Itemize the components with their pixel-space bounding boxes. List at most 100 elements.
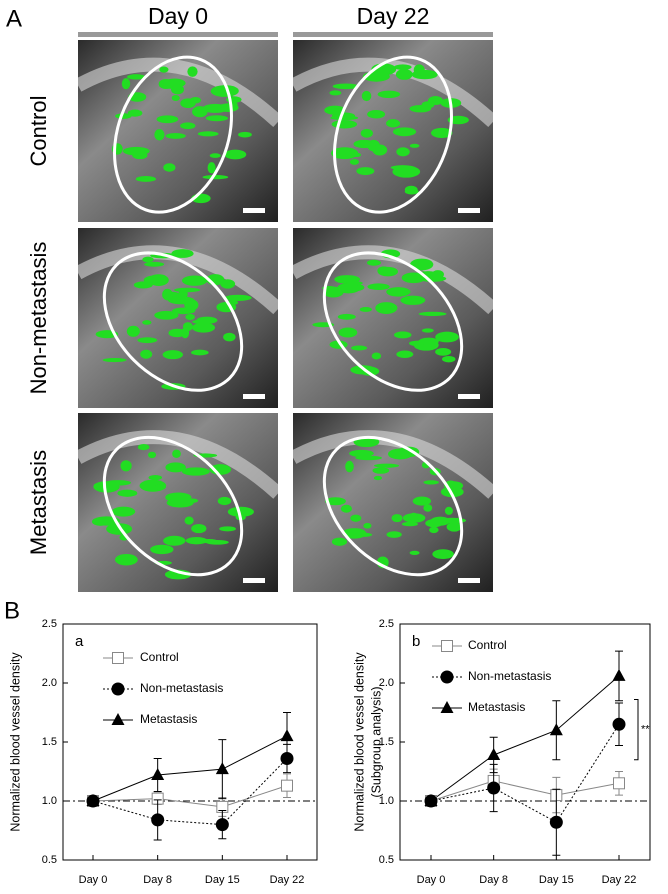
- series-line: [430, 780, 620, 802]
- flow-signal: [142, 256, 154, 263]
- marker: [112, 652, 124, 664]
- flow-signal: [366, 259, 381, 266]
- series-line: [92, 785, 288, 808]
- tumor-outline: [102, 251, 244, 392]
- flow-signal: [340, 504, 352, 513]
- flow-signal: [331, 537, 348, 546]
- flow-signal: [133, 281, 153, 289]
- ultrasound-image: [293, 413, 493, 592]
- marker: [86, 794, 100, 806]
- y-tick-label: 1.5: [379, 736, 394, 748]
- flow-signal: [409, 512, 418, 522]
- flow-signal: [390, 165, 415, 170]
- flow-signal: [165, 462, 186, 473]
- marker: [111, 682, 125, 696]
- flow-signal: [91, 517, 109, 526]
- flow-signal: [167, 296, 195, 305]
- flow-signal: [127, 109, 143, 117]
- x-tick-label: Day 8: [143, 874, 172, 886]
- x-tick-label: Day 22: [602, 874, 637, 886]
- y-tick-label: 1.0: [379, 795, 394, 807]
- flow-signal: [338, 327, 358, 338]
- marker: [151, 768, 165, 781]
- flow-signal: [171, 95, 180, 101]
- flow-signal: [371, 352, 382, 360]
- flow-signal: [132, 151, 148, 160]
- flow-signal: [202, 103, 228, 113]
- flow-signal: [154, 310, 179, 320]
- y-tick-label: 0.5: [379, 854, 394, 866]
- flow-signal: [192, 106, 208, 118]
- flow-signal: [223, 332, 236, 342]
- marker: [440, 670, 454, 684]
- marker: [215, 762, 229, 775]
- flow-signal: [432, 549, 454, 560]
- flow-signal: [332, 83, 360, 90]
- legend-label: Control: [140, 650, 179, 664]
- scale-bar: [458, 208, 480, 213]
- flow-signal: [148, 475, 163, 481]
- legend-label: Metastasis: [140, 712, 197, 726]
- flow-signal: [441, 355, 456, 363]
- marker: [281, 779, 293, 792]
- flow-signal: [238, 131, 252, 138]
- flow-signal: [117, 489, 138, 497]
- flow-signal: [137, 337, 158, 344]
- flow-signal: [429, 526, 439, 534]
- flow-signal: [404, 185, 418, 194]
- flow-signal: [210, 85, 239, 97]
- flow-signal: [154, 129, 165, 141]
- flow-signal: [156, 115, 179, 124]
- panel-label: A: [6, 5, 22, 32]
- flow-signal: [418, 337, 439, 346]
- flow-signal: [400, 295, 426, 305]
- flow-signal: [172, 307, 196, 315]
- x-tick-label: Day 0: [417, 874, 446, 886]
- row-label: Non-metastasis: [26, 242, 51, 395]
- marker: [441, 640, 453, 652]
- y-tick-label: 2.0: [379, 677, 394, 689]
- ultrasound-image: [293, 228, 493, 408]
- flow-signal: [409, 104, 432, 113]
- marker: [612, 717, 626, 731]
- flow-signal: [409, 550, 420, 555]
- flow-signal: [363, 522, 372, 529]
- flow-signal: [205, 115, 228, 122]
- plot-frame: [62, 623, 318, 861]
- flow-signal: [386, 531, 402, 538]
- flow-signal: [224, 294, 252, 301]
- flow-signal: [350, 514, 362, 522]
- flow-signal: [386, 287, 411, 297]
- flow-signal: [150, 544, 174, 555]
- ultrasound-image: [78, 40, 278, 222]
- flow-signal: [181, 275, 208, 286]
- flow-signal: [423, 504, 433, 512]
- marker: [280, 729, 294, 742]
- flow-signal: [93, 481, 120, 493]
- flow-signal: [444, 506, 453, 515]
- flow-signal: [392, 127, 417, 137]
- plot-frame: [399, 623, 651, 861]
- flow-signal: [217, 496, 232, 506]
- flow-signal: [121, 78, 131, 90]
- flow-signal: [185, 313, 195, 320]
- flow-signal: [331, 119, 358, 129]
- x-tick-label: Day 8: [479, 874, 508, 886]
- flow-signal: [102, 357, 127, 363]
- flow-signal: [162, 350, 183, 360]
- flow-signal: [374, 463, 400, 468]
- panel-sublabel: b: [412, 633, 420, 650]
- tumor-outline: [113, 55, 233, 214]
- flow-signal: [423, 480, 439, 485]
- marker: [613, 777, 625, 790]
- y-tick-label: 0.5: [42, 854, 57, 866]
- flow-signal: [120, 460, 132, 472]
- x-tick-label: Day 15: [539, 874, 574, 886]
- marker: [487, 747, 501, 760]
- tissue-band: [78, 57, 278, 128]
- flow-signal: [377, 266, 399, 277]
- flow-signal: [435, 348, 452, 356]
- marker: [612, 668, 626, 681]
- header-bar: [78, 32, 278, 37]
- flow-signal: [391, 514, 403, 523]
